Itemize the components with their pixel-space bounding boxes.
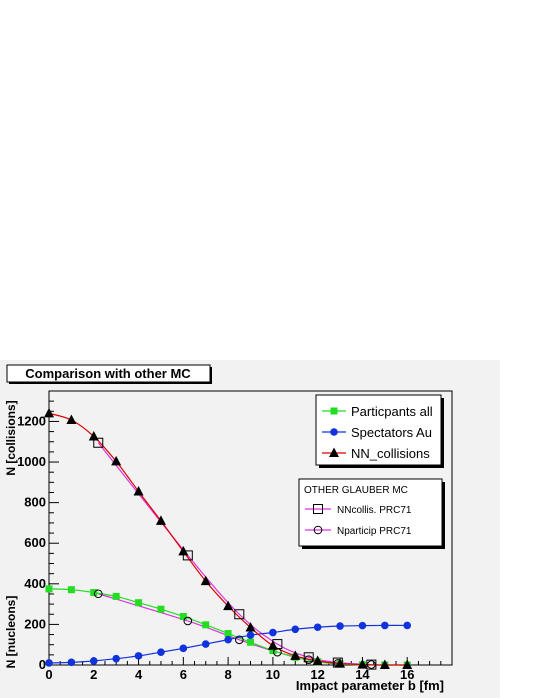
- legend-label: Spectators Au: [351, 425, 432, 440]
- data-point: [313, 623, 322, 632]
- y-tick-label: 1000: [17, 454, 46, 469]
- y-tick-label: 200: [24, 616, 46, 631]
- data-point: [247, 638, 254, 646]
- x-tick-label: 2: [90, 667, 97, 682]
- data-point: [179, 644, 188, 653]
- data-point: [312, 655, 323, 665]
- x-tick-label: 12: [310, 667, 324, 682]
- legend-main: Particpants all Spectators Au NN_collision…: [315, 394, 444, 468]
- data-point: [223, 600, 234, 611]
- data-point: [90, 589, 98, 597]
- data-point: [111, 455, 122, 466]
- data-point: [200, 575, 211, 586]
- data-point: [93, 437, 104, 448]
- legend-entry-particpants-all: Particpants all: [322, 404, 433, 419]
- y-axis-title-upper: N [collisions]: [4, 400, 18, 475]
- legend-marker: [330, 428, 338, 436]
- legend-marker: [313, 504, 323, 514]
- data-point: [290, 650, 301, 660]
- y-tick-label: 400: [24, 576, 46, 591]
- data-point: [135, 599, 143, 607]
- legend-entry-spectators-au: Spectators Au: [322, 425, 432, 440]
- data-point: [366, 659, 377, 670]
- x-tick-label: 16: [400, 667, 414, 682]
- data-point: [89, 657, 98, 665]
- data-point: [269, 647, 277, 655]
- title-box: [6, 364, 211, 383]
- y-tick-label: 0: [39, 657, 46, 672]
- data-point: [235, 635, 244, 645]
- legend-other-mc: OTHER GLAUBER MC NNcollis. PRC71 Npartici…: [298, 478, 445, 549]
- legend-entry-nn-collisions: NN_collisions: [322, 446, 430, 461]
- y-tick-label: 800: [24, 495, 46, 510]
- data-point: [201, 640, 210, 648]
- data-point: [157, 605, 165, 613]
- data-point: [381, 621, 389, 630]
- data-point: [45, 659, 53, 667]
- legend-label: NN_collisions: [351, 446, 430, 461]
- y-axis: 0 200 400 600 800 1000 1200: [17, 390, 59, 672]
- data-point: [202, 621, 210, 629]
- legend-entry-nncollis-prc71: NNcollis. PRC71: [305, 504, 412, 516]
- y-tick-label: 600: [24, 535, 46, 550]
- data-point: [304, 655, 314, 665]
- x-tick-label: 4: [135, 667, 143, 682]
- y-axis-title-lower: N [nucleons]: [4, 596, 18, 669]
- legend-label: NNcollis. PRC71: [337, 505, 412, 516]
- data-point: [379, 659, 390, 669]
- data-point: [67, 658, 76, 667]
- data-point: [93, 589, 103, 599]
- data-point: [133, 485, 144, 496]
- markers-nparticip-prc71: [93, 589, 376, 669]
- legend-entry-nparticip-prc71: Nparticip PRC71: [305, 525, 412, 537]
- x-tick-label: 14: [355, 667, 370, 682]
- data-point: [44, 407, 54, 418]
- data-point: [291, 625, 300, 634]
- data-point: [269, 628, 277, 637]
- data-point: [357, 659, 368, 669]
- data-point: [234, 609, 245, 620]
- legend-marker: [313, 525, 323, 535]
- data-point: [182, 550, 193, 561]
- legend-label: Particpants all: [351, 404, 433, 419]
- data-point: [402, 659, 413, 669]
- data-point: [183, 616, 193, 626]
- data-point: [224, 635, 232, 644]
- data-point: [134, 652, 143, 660]
- data-point: [358, 621, 367, 630]
- data-point: [246, 631, 255, 639]
- data-point: [155, 515, 166, 525]
- x-tick-label: 8: [224, 667, 231, 682]
- series-spectators-au: [45, 621, 412, 667]
- x-tick-label: 0: [45, 667, 52, 682]
- legend-other-mc-title: OTHER GLAUBER MC: [304, 485, 408, 496]
- data-point: [245, 621, 256, 632]
- data-point: [112, 654, 120, 663]
- legend-marker: [330, 407, 338, 415]
- x-axis-title: Impact parameter b [fm]: [296, 678, 444, 693]
- data-point: [179, 612, 187, 620]
- legend-marker: [329, 447, 339, 457]
- data-point: [66, 414, 77, 425]
- data-point: [112, 592, 120, 600]
- data-point: [224, 630, 232, 638]
- x-tick-label: 10: [266, 667, 280, 682]
- data-point: [336, 622, 344, 630]
- legend-label: Nparticip PRC71: [337, 526, 412, 537]
- data-point: [333, 659, 343, 668]
- data-point: [403, 621, 412, 630]
- y-tick-label: 1200: [17, 413, 46, 428]
- data-point: [67, 586, 75, 594]
- data-point: [367, 660, 376, 669]
- chart-title: Comparison with other MC: [25, 366, 191, 381]
- data-point: [157, 648, 165, 657]
- data-point: [45, 585, 53, 593]
- data-point: [273, 647, 282, 657]
- x-tick-label: 6: [180, 667, 187, 682]
- series-layer: [44, 407, 413, 670]
- data-point: [303, 652, 314, 663]
